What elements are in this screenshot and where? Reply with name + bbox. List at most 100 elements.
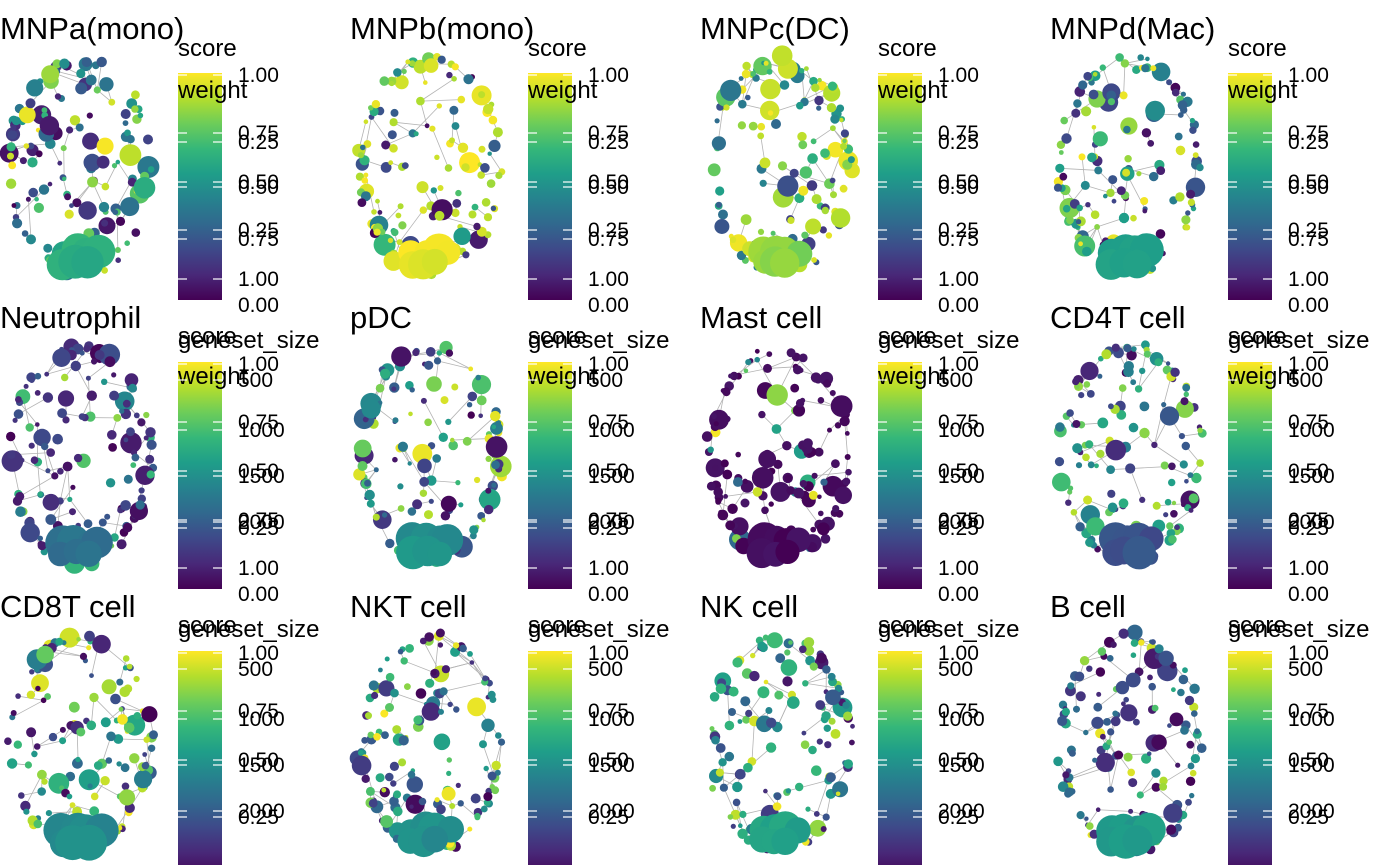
- network-node: [1196, 743, 1207, 753]
- network-node: [368, 798, 378, 808]
- colorbar-tick-label: 500: [1288, 658, 1323, 681]
- network-node: [15, 693, 21, 699]
- network-node: [51, 472, 59, 480]
- colorbar-tick-label: 0.25: [588, 131, 629, 154]
- network-node: [1130, 639, 1139, 647]
- network-node: [34, 196, 39, 202]
- network-node: [1151, 734, 1167, 750]
- network-node: [54, 93, 62, 100]
- network-node: [1074, 671, 1085, 682]
- network-node: [421, 702, 441, 721]
- network-node: [131, 228, 141, 237]
- network-node: [1185, 798, 1192, 806]
- network-node: [497, 738, 506, 746]
- network-node: [1066, 216, 1074, 225]
- network-node: [385, 538, 395, 549]
- network-node: [1106, 188, 1115, 198]
- colorbar-tick-label: 0.50: [588, 460, 629, 483]
- network-node: [740, 696, 751, 707]
- network-node: [1118, 628, 1129, 639]
- network-node: [93, 86, 101, 94]
- network-node: [35, 422, 40, 427]
- network-node: [763, 60, 769, 66]
- network-node: [361, 399, 381, 419]
- colorbar-tick-label: 500: [588, 658, 623, 681]
- network-node: [1131, 346, 1137, 352]
- colorbar-tick-label: 0.50: [238, 460, 279, 483]
- network-node: [1086, 822, 1094, 830]
- network-node: [793, 487, 805, 499]
- network-node: [387, 237, 394, 244]
- colorbar-tick-label: 2000: [1288, 800, 1335, 823]
- network-node: [728, 686, 739, 697]
- network-node: [488, 139, 501, 152]
- network-node: [1081, 106, 1092, 117]
- network-node: [416, 96, 425, 106]
- network-node: [12, 218, 23, 229]
- network-node: [385, 703, 394, 712]
- colorbar-tick-label: 1500: [938, 465, 985, 488]
- network-node: [766, 632, 783, 649]
- panel-title: MNPc(DC): [700, 11, 850, 46]
- network-node: [780, 659, 798, 676]
- network-node: [1107, 502, 1118, 513]
- legend-title: score: [528, 323, 587, 350]
- network-node: [1115, 680, 1130, 695]
- network-node: [444, 164, 453, 172]
- network-node: [24, 761, 32, 769]
- network-node: [381, 731, 389, 739]
- network-node: [76, 637, 81, 642]
- network-node: [59, 58, 70, 69]
- colorbar-tick-label: 500: [938, 369, 973, 392]
- network-edge: [1110, 754, 1120, 790]
- network-node: [407, 507, 417, 516]
- network-node: [1079, 656, 1090, 666]
- network-node: [1151, 768, 1161, 778]
- network-node: [466, 402, 473, 408]
- network-node: [850, 723, 855, 729]
- network-node: [1187, 198, 1195, 206]
- network-node: [116, 761, 122, 767]
- legend-title: weight: [527, 77, 598, 104]
- network-node: [26, 234, 36, 245]
- colorbar-tick-label: 0.75: [238, 122, 279, 145]
- network-node: [820, 478, 828, 486]
- network-node: [393, 68, 402, 77]
- network-node: [1092, 72, 1098, 77]
- network-node: [1161, 402, 1167, 408]
- network-node: [128, 383, 138, 393]
- network-node: [810, 372, 822, 383]
- network-node: [717, 509, 729, 521]
- network-node: [10, 710, 17, 716]
- network-node: [380, 162, 392, 173]
- legend-title: score: [178, 323, 237, 350]
- network-node: [735, 768, 746, 780]
- network-node: [98, 217, 116, 235]
- network-node: [799, 68, 805, 74]
- network-node: [453, 706, 460, 713]
- network-node: [1072, 378, 1080, 386]
- network-node: [10, 124, 17, 131]
- network-node: [389, 796, 399, 807]
- colorbar-tick-label: 0.25: [938, 219, 979, 242]
- network-node: [468, 210, 477, 219]
- network-node: [1170, 367, 1180, 377]
- network-node: [1054, 457, 1065, 467]
- network-node: [459, 644, 467, 653]
- colorbar-tick-label: 0.75: [1288, 509, 1329, 532]
- network-node: [479, 488, 501, 511]
- network-node: [1108, 403, 1114, 410]
- network-node: [1128, 422, 1139, 433]
- network-node: [495, 420, 502, 426]
- network-node: [104, 513, 111, 520]
- network-node: [711, 136, 727, 151]
- network-node: [1083, 729, 1089, 736]
- network-node: [741, 69, 751, 79]
- colorbar-tick-label: 0.25: [938, 517, 979, 540]
- network-node: [87, 176, 98, 188]
- colorbar-tick-label: 1.00: [588, 268, 629, 291]
- panel-title: pDC: [350, 300, 412, 335]
- network-node: [91, 358, 98, 365]
- panel-mnpd-mac-: MNPd(Mac)scoreweight1.000.750.500.250.00…: [1050, 11, 1329, 317]
- colorbar-tick-label: 0.00: [938, 294, 979, 317]
